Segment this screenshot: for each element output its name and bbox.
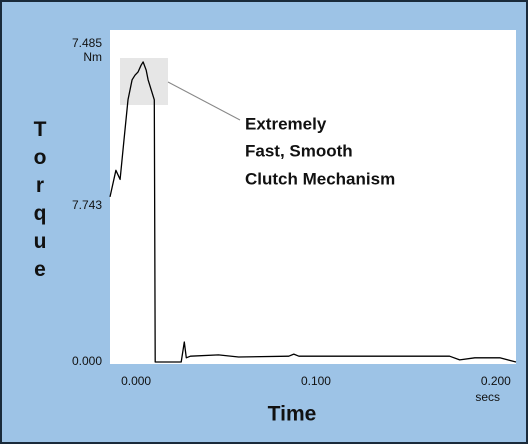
annotation: Clutch Mechanism	[245, 169, 395, 188]
leader-line	[167, 81, 241, 121]
y-tick-label: 7.743	[72, 198, 102, 212]
annotation: Fast, Smooth	[245, 141, 353, 160]
x-tick-label: 0.100	[301, 374, 331, 388]
plot-area	[110, 30, 516, 364]
x-tick-label: 0.200	[481, 374, 511, 388]
y-tick-label: 0.000	[72, 354, 102, 368]
x-unit: secs	[475, 390, 500, 404]
x-tick-label: 0.000	[121, 374, 151, 388]
y-unit: Nm	[83, 50, 102, 64]
annotation: Extremely	[245, 114, 327, 133]
x-axis-label: Time	[268, 403, 317, 426]
y-tick-label: 7.485	[72, 36, 102, 50]
line	[109, 61, 517, 363]
